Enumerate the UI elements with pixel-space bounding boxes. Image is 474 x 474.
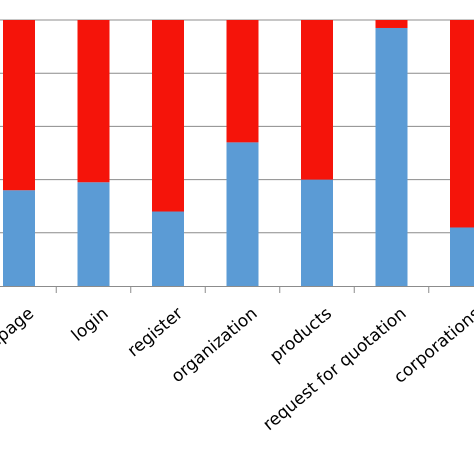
- bar-segment-blue: [226, 142, 259, 286]
- bar-segment-red: [301, 20, 333, 180]
- x-axis: [0, 286, 474, 293]
- x-tick-label: login: [68, 304, 113, 346]
- bar-segment-red: [152, 20, 184, 212]
- bar-segment-red: [450, 20, 474, 228]
- x-tick-label: products: [266, 304, 336, 367]
- x-tick-label: request for quotation: [259, 304, 410, 435]
- bar-segment-blue: [301, 179, 333, 286]
- x-tick-label: homepage: [0, 304, 38, 378]
- bar-segment-red: [375, 20, 408, 28]
- bar-segment-blue: [3, 190, 35, 286]
- bar-segment-red: [77, 20, 110, 183]
- bar-segment-blue: [152, 211, 184, 286]
- bar-segment-blue: [450, 227, 474, 286]
- bars: [3, 20, 474, 286]
- bar-segment-blue: [77, 182, 110, 286]
- bar-segment-red: [226, 20, 259, 143]
- bar-segment-red: [3, 20, 35, 191]
- bar-segment-blue: [375, 27, 408, 286]
- x-tick-label: register: [124, 304, 187, 361]
